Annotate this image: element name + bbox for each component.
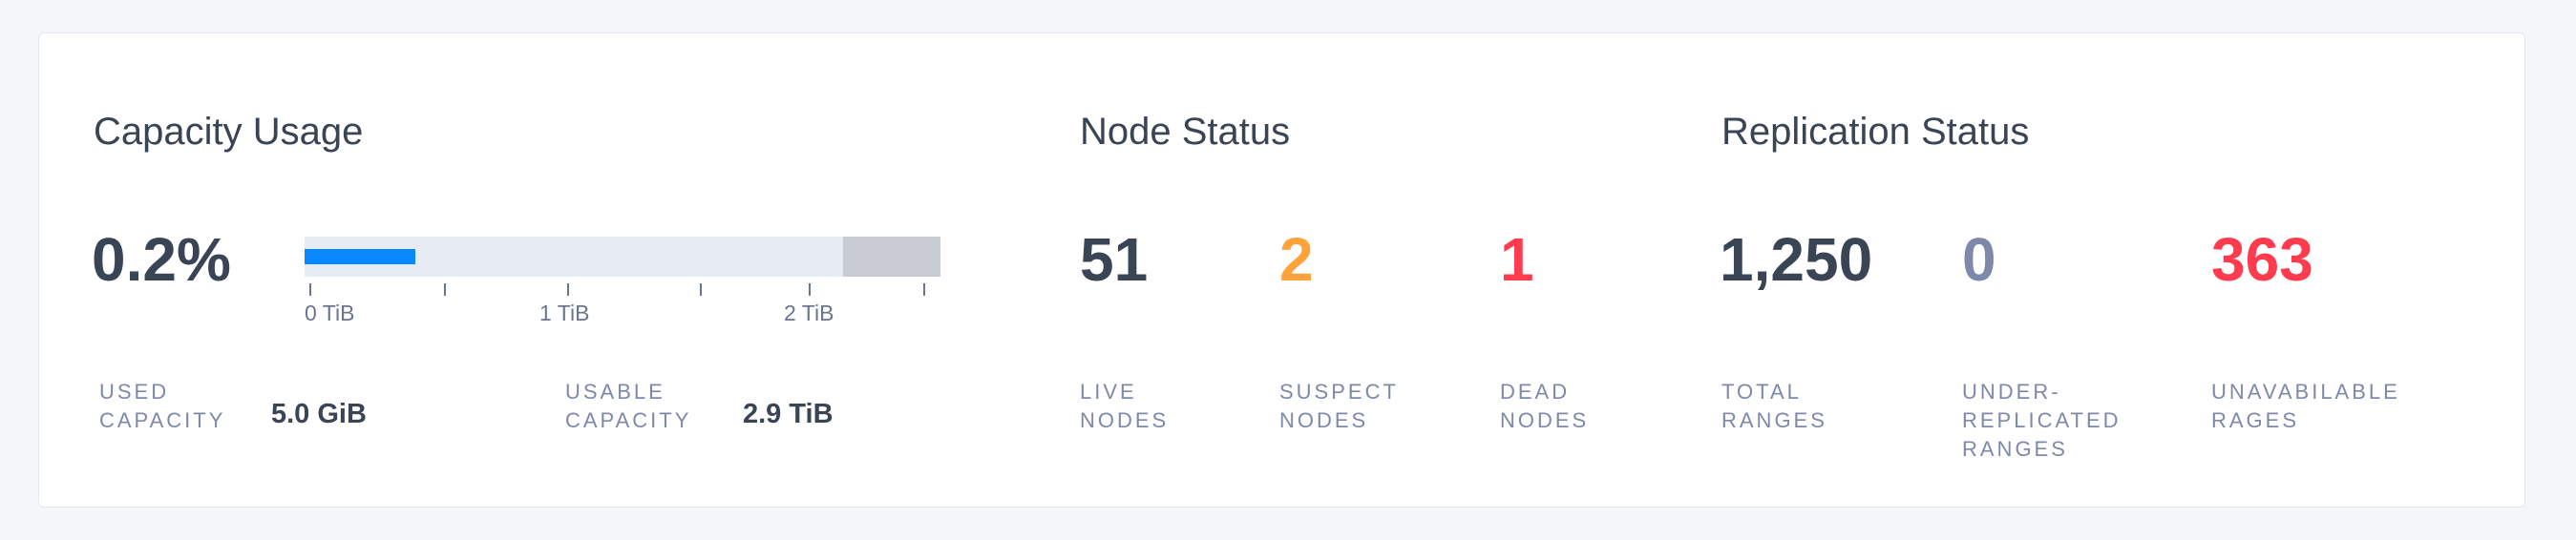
under-replicated-label: UNDER-REPLICATED RANGES <box>1962 380 2122 461</box>
tick-label: 0 TiB <box>305 301 355 325</box>
under-replicated-value: 0 <box>1962 225 1996 294</box>
axis-tick <box>923 283 925 296</box>
tick-label: 2 TiB <box>784 301 834 325</box>
axis-tick <box>567 283 569 296</box>
unusable-capacity-segment <box>843 237 940 277</box>
usable-capacity-value: 2.9 TiB <box>743 399 834 429</box>
used-capacity-label: USED CAPACITY <box>99 380 226 432</box>
total-ranges-label: TOTAL RANGES <box>1721 380 1827 432</box>
dead-nodes-label: DEAD NODES <box>1500 380 1590 432</box>
unavailable-ranges-label: UNAVABILABLE RAGES <box>2211 380 2400 432</box>
capacity-usage-title: Capacity Usage <box>94 111 364 153</box>
used-capacity-value: 5.0 GiB <box>271 399 367 429</box>
suspect-nodes-value: 2 <box>1279 225 1314 294</box>
tick-label: 1 TiB <box>539 301 590 325</box>
replication-status-title: Replication Status <box>1721 111 2030 153</box>
live-nodes-label: LIVE NODES <box>1080 380 1170 432</box>
dead-nodes-value: 1 <box>1500 225 1534 294</box>
capacity-percent: 0.2% <box>92 225 231 294</box>
usable-capacity-label: USABLE CAPACITY <box>565 380 692 432</box>
suspect-nodes-label: SUSPECT NODES <box>1279 380 1399 432</box>
axis-tick <box>309 283 311 296</box>
axis-tick <box>444 283 446 296</box>
unavailable-ranges-value: 363 <box>2211 225 2313 294</box>
used-capacity-segment <box>305 249 415 264</box>
node-status-title: Node Status <box>1080 111 1291 153</box>
live-nodes-value: 51 <box>1080 225 1149 294</box>
total-ranges-value: 1,250 <box>1720 225 1873 294</box>
axis-tick <box>809 283 811 296</box>
axis-tick <box>700 283 702 296</box>
capacity-bar <box>305 237 940 277</box>
